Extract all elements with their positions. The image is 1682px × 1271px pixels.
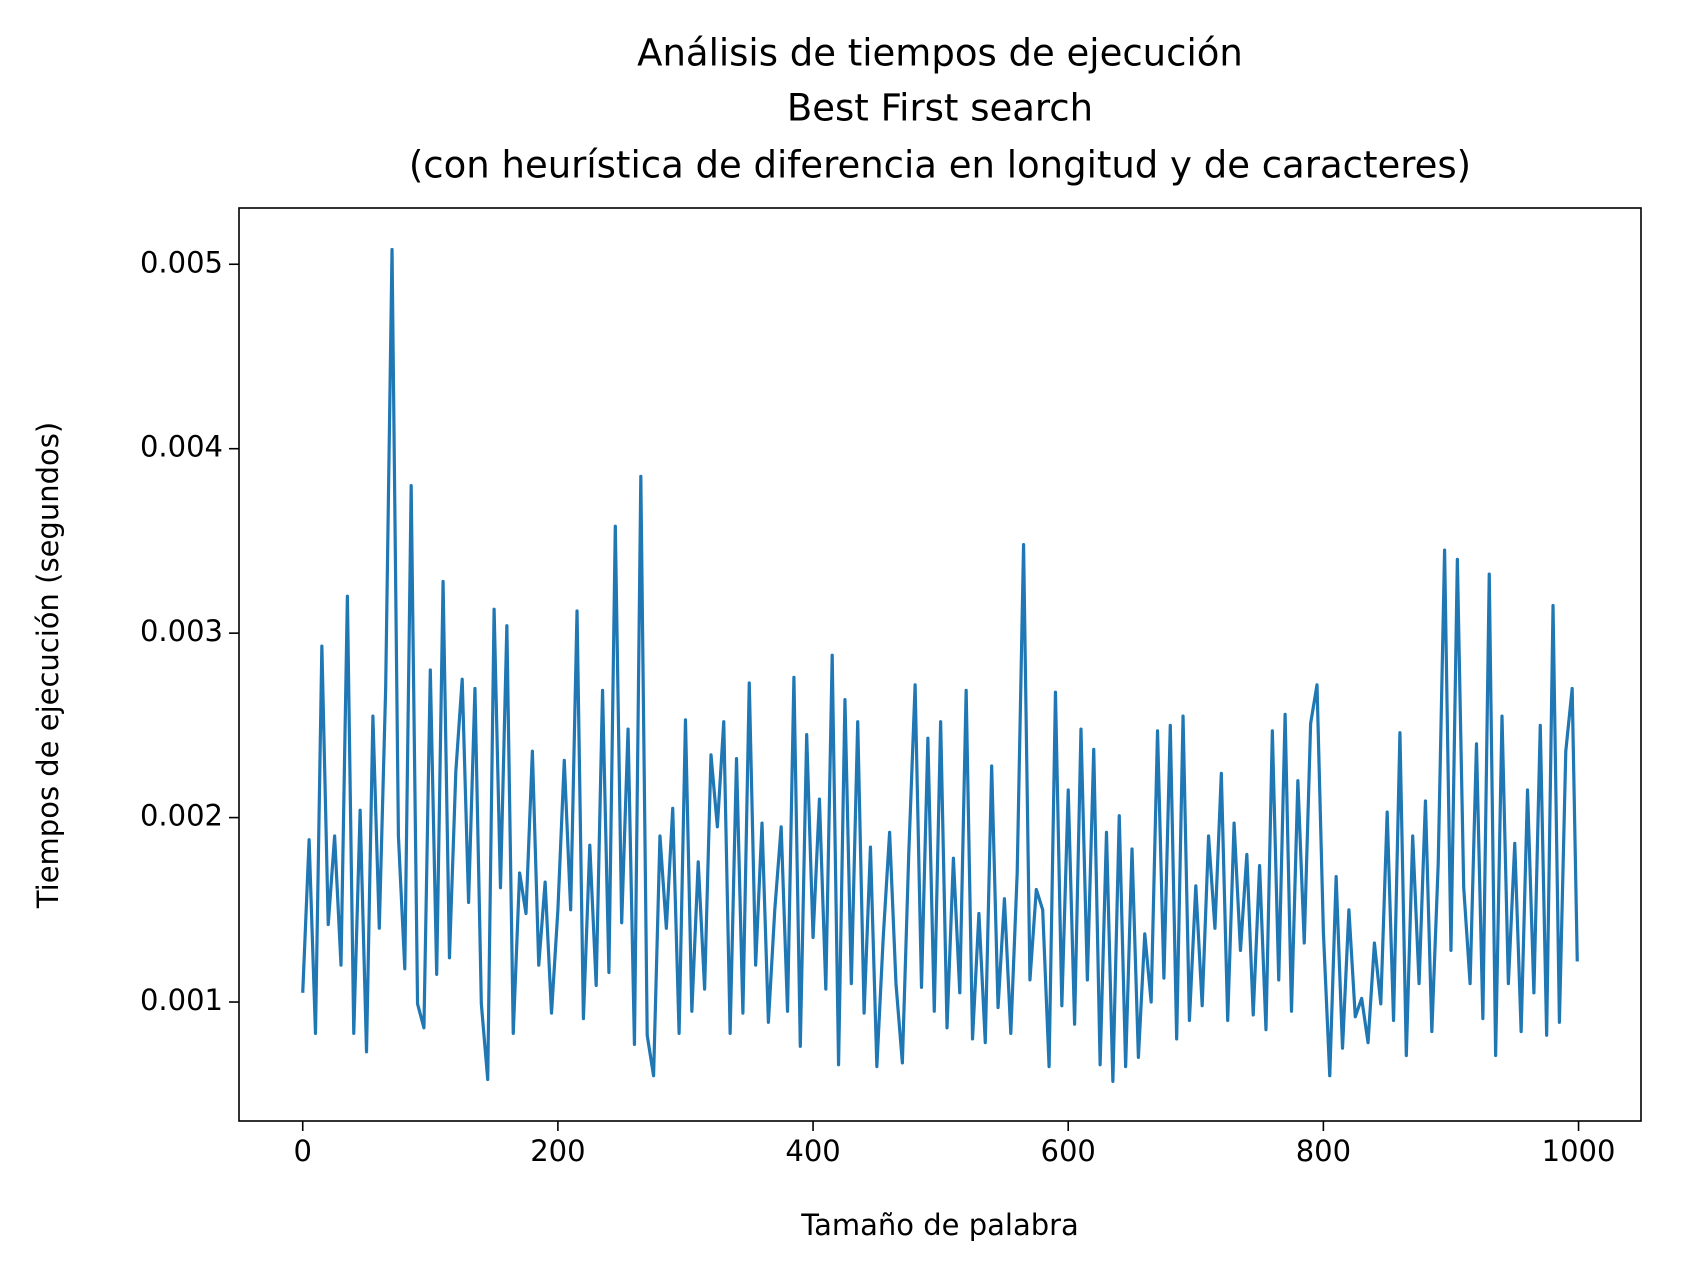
x-axis-label: Tamaño de palabra bbox=[800, 1208, 1079, 1242]
x-tick-label: 800 bbox=[1296, 1134, 1351, 1168]
chart-title: Análisis de tiempos de ejecución bbox=[637, 32, 1243, 75]
y-tick-label: 0.005 bbox=[140, 245, 223, 279]
plot-frame bbox=[238, 207, 1642, 1122]
x-tick-label: 1000 bbox=[1542, 1134, 1616, 1168]
y-tick-label: 0.001 bbox=[140, 983, 223, 1017]
y-axis-label: Tiempos de ejecución (segundos) bbox=[31, 422, 65, 909]
x-tick-label: 0 bbox=[294, 1134, 312, 1168]
y-tick-label: 0.004 bbox=[140, 430, 223, 464]
x-tick-label: 600 bbox=[1041, 1134, 1096, 1168]
y-tick-label: 0.003 bbox=[140, 614, 223, 648]
line-series bbox=[301, 247, 1579, 1083]
chart-title: Best First search bbox=[787, 87, 1093, 130]
x-tick-label: 400 bbox=[785, 1134, 840, 1168]
y-tick-label: 0.002 bbox=[140, 799, 223, 833]
chart-title: (con heurística de diferencia en longitu… bbox=[409, 144, 1471, 187]
x-tick-label: 200 bbox=[530, 1134, 585, 1168]
